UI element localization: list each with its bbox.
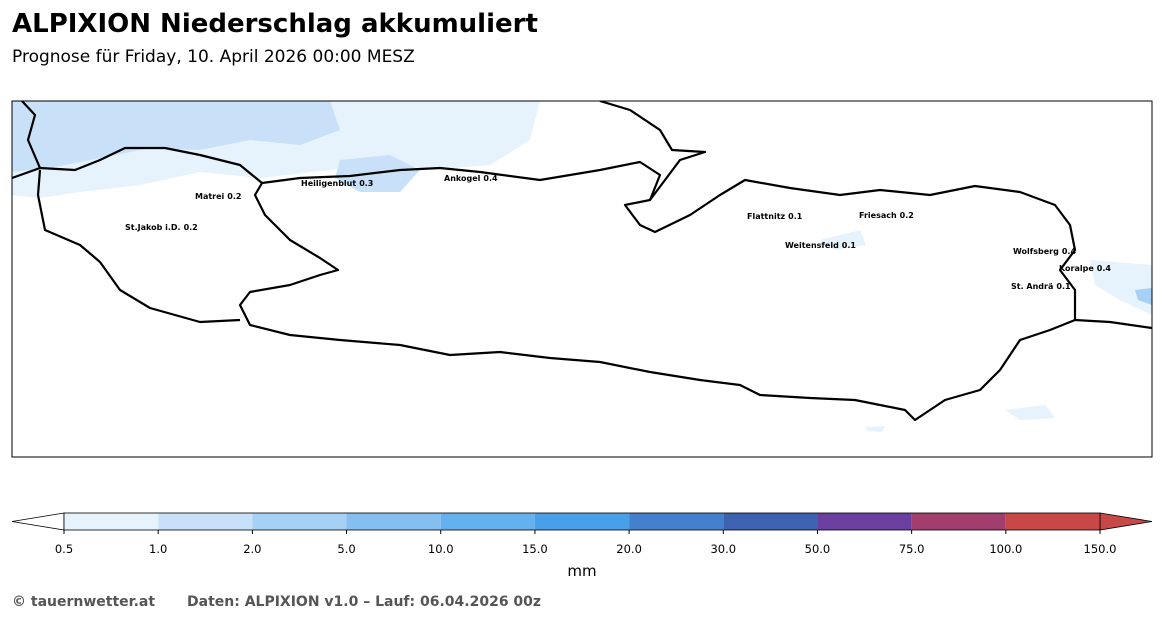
colorbar-bin <box>534 513 630 530</box>
colorbar-tick-label: 0.5 <box>55 542 73 556</box>
colorbar-tick-label: 30.0 <box>710 542 736 556</box>
colorbar-bin <box>1005 513 1100 530</box>
station-value: 0.1 <box>1056 282 1071 291</box>
station-value: 0.4 <box>1097 264 1112 273</box>
colorbar-tick-label: 20.0 <box>616 542 642 556</box>
colorbar-tick-label: 2.0 <box>243 542 261 556</box>
station-label: Friesach 0.2 <box>859 211 914 220</box>
station-name: Wolfsberg <box>1013 247 1059 256</box>
subtitle: Prognose für Friday, 10. April 2026 00:0… <box>12 47 415 67</box>
station-name: Matrei <box>195 192 225 201</box>
colorbar-tick-label: 75.0 <box>899 542 925 556</box>
borders <box>12 101 1152 422</box>
station-label: St. Andrä 0.1 <box>1011 282 1071 291</box>
title: ALPIXION Niederschlag akkumuliert <box>12 9 538 39</box>
precip-field <box>12 101 1152 432</box>
station-name: Heiligenblut <box>301 179 356 188</box>
station-label: Matrei 0.2 <box>195 192 241 201</box>
colorbar-tick-label: 15.0 <box>522 542 548 556</box>
colorbar-over <box>1099 512 1153 531</box>
colorbar-tick-label: 5.0 <box>337 542 355 556</box>
station-label: St.Jakob i.D. 0.2 <box>125 223 198 232</box>
station-name: Flattnitz <box>747 212 786 221</box>
station-name: Koralpe <box>1059 264 1094 273</box>
station-name: Friesach <box>859 211 897 220</box>
colorbar-bin <box>440 513 535 530</box>
station-value: 0.3 <box>359 179 373 188</box>
station-value: 0.1 <box>842 241 857 250</box>
colorbar: 0.5 1.0 2.0 5.0 10.0 15.0 20.0 30.0 50.0 75.0 100.… <box>11 512 1153 556</box>
station-value: 0.4 <box>483 174 498 183</box>
station-value: 0.2 <box>900 211 914 220</box>
station-value: 0.2 <box>227 192 241 201</box>
station-value: 0.2 <box>184 223 198 232</box>
colorbar-bin <box>64 513 159 530</box>
station-name: Weitensfeld <box>785 241 839 250</box>
station-name: Ankogel <box>444 174 481 183</box>
footer-source: Daten: ALPIXION v1.0 – Lauf: 06.04.2026 … <box>187 594 541 610</box>
station-value: 0.4 <box>1062 247 1077 256</box>
colorbar-tick-label: 150.0 <box>1084 542 1117 556</box>
station-label: Flattnitz 0.1 <box>747 212 803 221</box>
colorbar-tick-label: 10.0 <box>428 542 454 556</box>
colorbar-label: mm <box>567 562 596 580</box>
colorbar-tick-label: 100.0 <box>989 542 1022 556</box>
colorbar-bin <box>346 513 441 530</box>
colorbar-tick-label: 50.0 <box>805 542 831 556</box>
station-name: St. Andrä <box>1011 282 1053 291</box>
station-label: Koralpe 0.4 <box>1059 264 1111 273</box>
colorbar-bin <box>252 513 347 530</box>
colorbar-bin <box>817 513 912 530</box>
colorbar-under <box>11 512 65 531</box>
station-label: Wolfsberg 0.4 <box>1013 247 1076 256</box>
colorbar-frame <box>63 512 1101 531</box>
station-label: Heiligenblut 0.3 <box>301 179 373 188</box>
station-label: Weitensfeld 0.1 <box>785 241 856 250</box>
colorbar-bin <box>911 513 1006 530</box>
colorbar-bin <box>158 513 253 530</box>
colorbar-tick-label: 1.0 <box>149 542 167 556</box>
station-value: 0.1 <box>788 212 803 221</box>
colorbar-bin <box>629 513 724 530</box>
station-label: Ankogel 0.4 <box>444 174 498 183</box>
footer-credit: © tauernwetter.at <box>12 594 155 610</box>
colorbar-bin <box>723 513 818 530</box>
station-name: St.Jakob i.D. <box>125 223 181 232</box>
